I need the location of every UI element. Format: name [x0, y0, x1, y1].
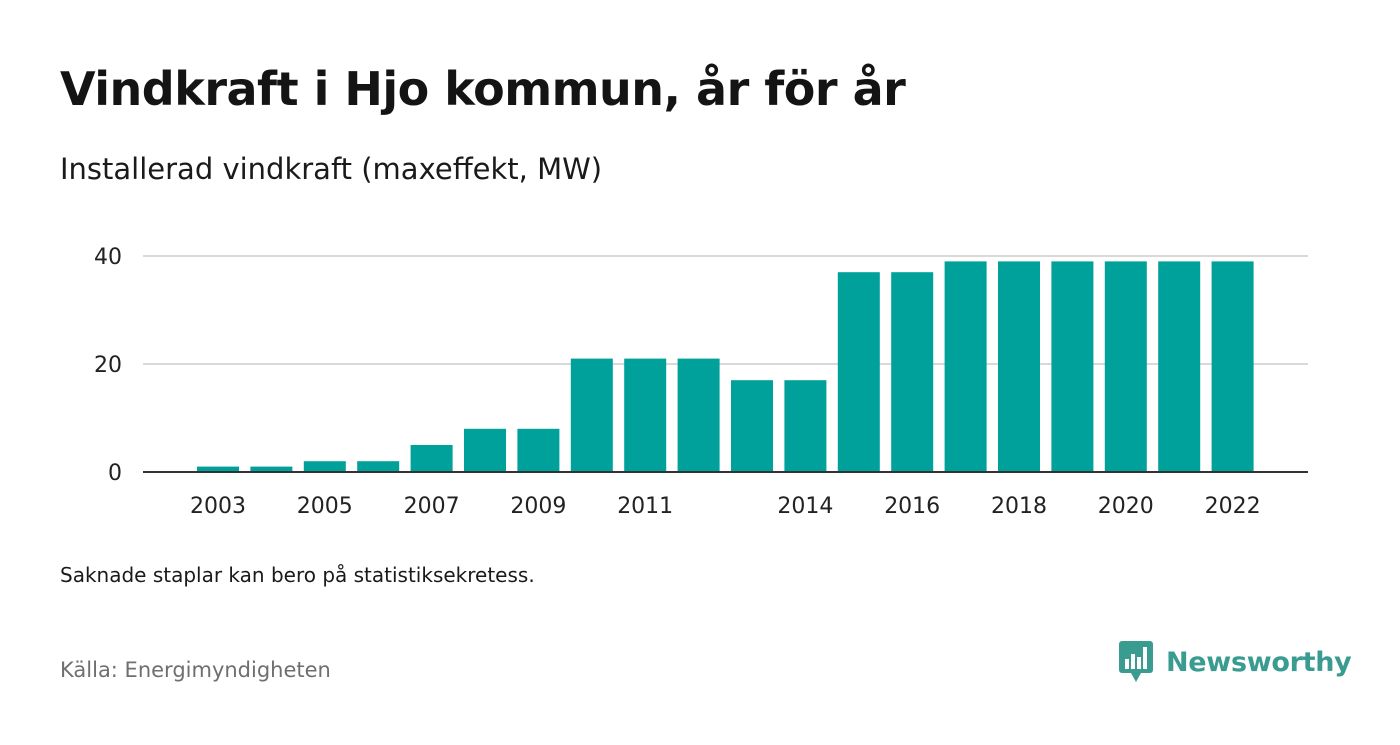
y-tick-label: 40	[94, 245, 122, 270]
bar-2016	[891, 272, 934, 472]
x-tick-label: 2009	[510, 494, 566, 519]
newsworthy-logo: Newsworthy	[1118, 640, 1352, 684]
x-tick-label: 2003	[190, 494, 246, 519]
bar-2018	[998, 261, 1040, 472]
bar-2006	[357, 461, 400, 472]
bar-2012	[677, 358, 720, 472]
bar-2005	[303, 461, 346, 472]
source-text: Källa: Energimyndigheten	[60, 658, 331, 682]
bar-2004	[250, 466, 293, 472]
bar-chart: 0 20 40 2003 2005 2007 2009 2011 2014 2016 2018 202…	[94, 245, 1308, 519]
brand-name: Newsworthy	[1166, 646, 1352, 678]
y-tick-label: 0	[108, 461, 122, 486]
bar-2019	[1051, 261, 1094, 472]
x-tick-label: 2018	[991, 494, 1047, 519]
x-tick-label: 2005	[297, 494, 353, 519]
x-tick-label: 2020	[1098, 494, 1154, 519]
x-tick-label: 2016	[884, 494, 940, 519]
bar-2009	[517, 428, 560, 472]
chart-title: Vindkraft i Hjo kommun, år för år	[60, 62, 906, 116]
bar-2003	[197, 466, 239, 472]
bar-2021	[1158, 261, 1201, 472]
bar-2010	[570, 358, 613, 472]
footnote: Saknade staplar kan bero på statistiksek…	[60, 563, 535, 587]
x-tick-label: 2011	[617, 494, 673, 519]
bar-2007	[410, 445, 453, 472]
bar-2020	[1104, 261, 1147, 472]
y-tick-label: 20	[94, 353, 122, 378]
bar-2013	[731, 380, 773, 472]
bar-2008	[464, 428, 506, 472]
bar-2014	[784, 380, 827, 472]
x-tick-label: 2007	[404, 494, 460, 519]
bar-2011	[624, 358, 667, 472]
chart-subtitle: Installerad vindkraft (maxeffekt, MW)	[60, 152, 603, 186]
bar-2015	[837, 272, 880, 472]
bar-2017	[944, 261, 987, 472]
x-tick-label: 2014	[777, 494, 833, 519]
axes: 0 20 40 2003 2005 2007 2009 2011 2014 2016 2018 202…	[94, 245, 1308, 519]
bar-2022	[1211, 261, 1254, 472]
chart-bubble-icon	[1119, 641, 1153, 682]
x-tick-label: 2022	[1205, 494, 1261, 519]
bars	[197, 261, 1254, 472]
